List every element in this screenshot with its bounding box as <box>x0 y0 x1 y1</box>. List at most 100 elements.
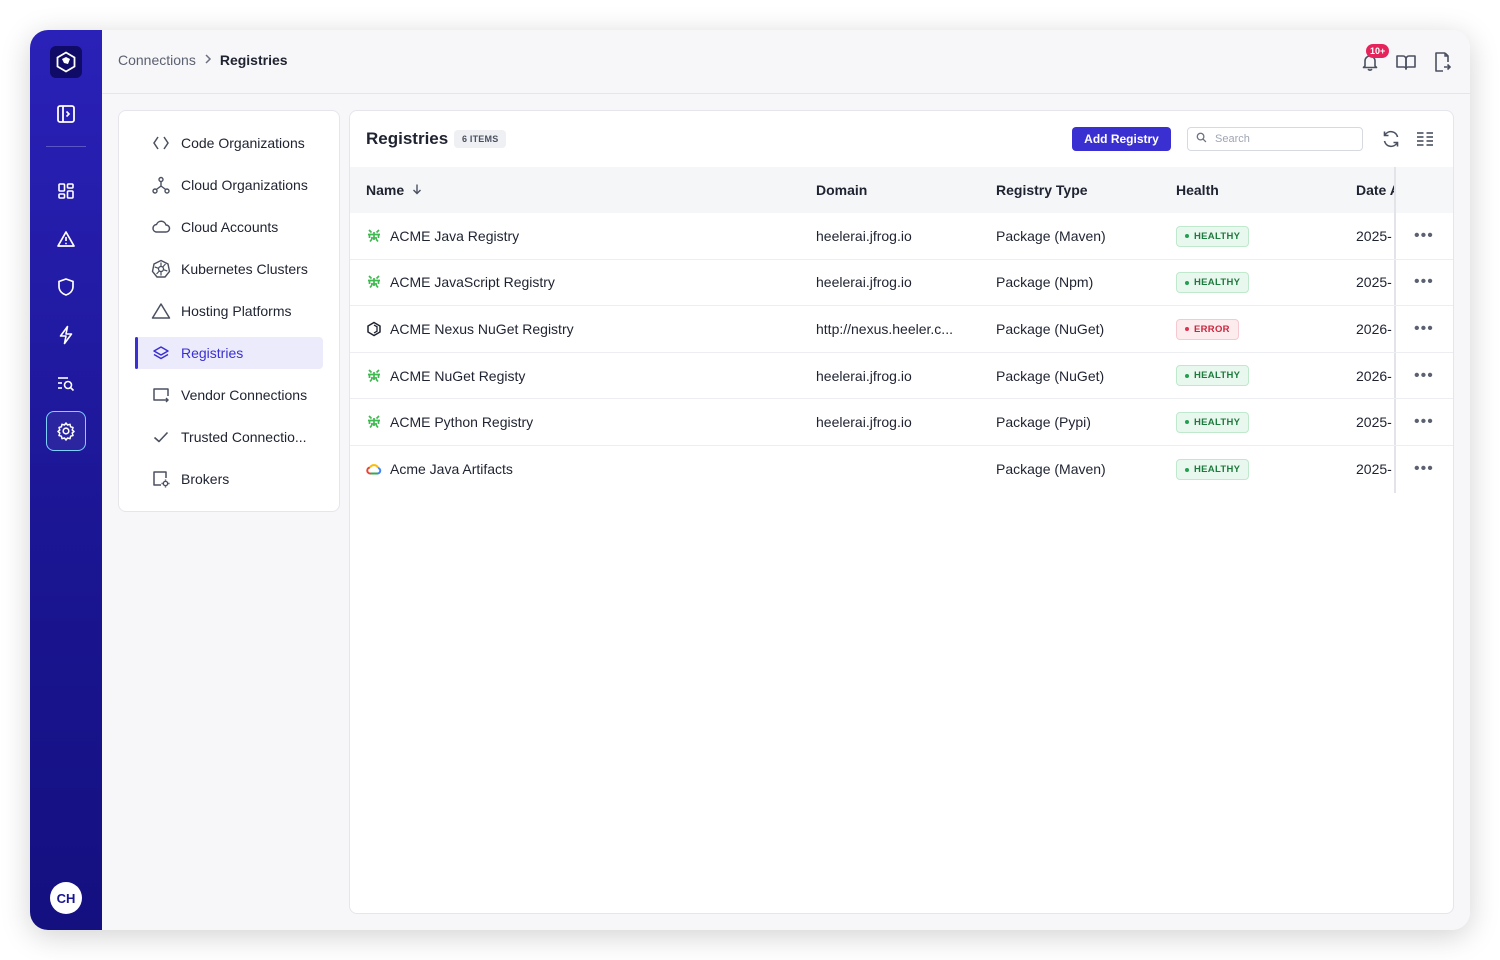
sticky-actions-cell <box>1394 445 1453 493</box>
status-badge: HEALTHY <box>1176 459 1250 481</box>
column-header-date[interactable]: Date A <box>1356 182 1396 198</box>
column-header-label: Name <box>366 182 405 198</box>
health-cell: HEALTHY <box>1176 225 1250 247</box>
jfrog-icon <box>366 274 382 290</box>
registry-name-cell: Acme Java Artifacts <box>366 461 513 477</box>
sidebar-toggle-icon[interactable] <box>48 96 84 132</box>
breadcrumb-current: Registries <box>219 52 288 68</box>
app-logo-icon[interactable] <box>50 46 82 78</box>
sort-arrow-down-icon[interactable] <box>412 182 422 198</box>
status-badge-label: HEALTHY <box>1194 370 1241 382</box>
sticky-actions-cell <box>1394 399 1453 445</box>
top-header: Connections Registries 10+ <box>102 30 1470 94</box>
column-header-name[interactable]: Name <box>366 182 422 198</box>
subnav-item-registries[interactable]: Registries <box>135 337 323 369</box>
subnav-item-vendor-connections[interactable]: Vendor Connections <box>135 379 323 411</box>
jfrog-icon <box>366 228 382 244</box>
row-more-icon[interactable]: ••• <box>1414 366 1434 384</box>
row-more-icon[interactable]: ••• <box>1414 226 1434 244</box>
registry-domain: http://nexus.heeler.c... <box>816 320 953 337</box>
bolt-icon[interactable] <box>48 317 84 353</box>
subnav-item-label: Hosting Platforms <box>181 303 292 319</box>
search-input[interactable] <box>1215 133 1355 145</box>
status-badge-label: HEALTHY <box>1194 277 1241 289</box>
subnav-item-cloud-accounts[interactable]: Cloud Accounts <box>135 211 323 243</box>
docs-book-icon[interactable] <box>1392 48 1420 76</box>
registry-name-cell: ACME Java Registry <box>366 228 519 244</box>
subnav-item-label: Cloud Organizations <box>181 177 308 193</box>
table-row[interactable]: Acme Java Artifacts Package (Maven) HEAL… <box>350 445 1453 493</box>
subnav-item-code-organizations[interactable]: Code Organizations <box>135 127 323 159</box>
registry-type: Package (Maven) <box>996 227 1106 244</box>
subnav-item-cloud-organizations[interactable]: Cloud Organizations <box>135 169 323 201</box>
registry-type: Package (NuGet) <box>996 367 1105 384</box>
sticky-actions-cell <box>1394 306 1453 352</box>
registry-type: Package (Npm) <box>996 274 1094 291</box>
sticky-actions-cell <box>1394 259 1453 306</box>
registries-table: Name Domain Registry Type Health Date A <box>350 167 1453 493</box>
health-cell: HEALTHY <box>1176 459 1250 481</box>
row-more-icon[interactable]: ••• <box>1414 319 1434 337</box>
row-more-icon[interactable]: ••• <box>1414 413 1434 431</box>
settings-gear-icon[interactable] <box>46 411 86 451</box>
row-more-icon[interactable]: ••• <box>1414 460 1434 478</box>
subnav-item-kubernetes-clusters[interactable]: Kubernetes Clusters <box>135 253 323 285</box>
refresh-icon[interactable] <box>1379 127 1403 151</box>
registries-panel: Registries 6 ITEMS Add Registry <box>349 110 1454 914</box>
shield-icon[interactable] <box>48 269 84 305</box>
subnav-item-brokers[interactable]: Brokers <box>135 463 323 495</box>
cloud-icon <box>151 217 171 237</box>
layers-icon <box>151 343 171 363</box>
panel-header: Registries 6 ITEMS Add Registry <box>350 111 1453 167</box>
table-row[interactable]: ACME NuGet Registy heelerai.jfrog.io Pac… <box>350 352 1453 400</box>
notification-count-badge: 10+ <box>1366 44 1390 58</box>
column-header-registry-type[interactable]: Registry Type <box>996 182 1088 198</box>
table-row[interactable]: ACME Python Registry heelerai.jfrog.io P… <box>350 399 1453 446</box>
export-document-icon[interactable] <box>1428 48 1456 76</box>
sticky-actions-cell <box>1394 213 1453 259</box>
table-row[interactable]: ACME Java Registry heelerai.jfrog.io Pac… <box>350 213 1453 260</box>
registry-domain: heelerai.jfrog.io <box>816 414 912 431</box>
dashboard-icon[interactable] <box>48 173 84 209</box>
status-badge: HEALTHY <box>1176 411 1250 433</box>
search-box[interactable] <box>1187 127 1363 151</box>
table-row[interactable]: ACME JavaScript Registry heelerai.jfrog.… <box>350 259 1453 307</box>
user-avatar[interactable]: CH <box>50 882 82 914</box>
registry-domain: heelerai.jfrog.io <box>816 274 912 291</box>
registry-name: ACME NuGet Registy <box>390 367 526 384</box>
add-registry-button[interactable]: Add Registry <box>1072 127 1171 151</box>
health-cell: HEALTHY <box>1176 272 1250 294</box>
row-more-icon[interactable]: ••• <box>1414 273 1434 291</box>
health-cell: ERROR <box>1176 318 1239 340</box>
table-header: Name Domain Registry Type Health Date A <box>350 167 1453 213</box>
subnav-item-hosting-platforms[interactable]: Hosting Platforms <box>135 295 323 327</box>
column-header-health[interactable]: Health <box>1176 182 1219 198</box>
nexus-hexagon-icon <box>366 321 382 337</box>
sticky-actions-cell <box>1394 352 1453 399</box>
subnav-item-label: Brokers <box>181 471 230 487</box>
status-badge: HEALTHY <box>1176 272 1250 294</box>
app-window: CH Connections Registries 10+ <box>30 30 1470 930</box>
registry-date: 2026- <box>1356 367 1392 384</box>
search-list-icon[interactable] <box>48 365 84 401</box>
breadcrumb-connections-link[interactable]: Connections <box>118 52 196 68</box>
registry-domain: heelerai.jfrog.io <box>816 227 912 244</box>
column-settings-icon[interactable] <box>1413 127 1437 151</box>
notifications-bell-icon[interactable]: 10+ <box>1356 44 1390 76</box>
registry-date: 2025- <box>1356 274 1392 291</box>
triangle-icon <box>151 301 171 321</box>
registry-date: 2025- <box>1356 461 1392 478</box>
status-badge-label: ERROR <box>1194 323 1230 335</box>
subnav-item-trusted-connections[interactable]: Trusted Connectio... <box>135 421 323 453</box>
registry-name-cell: ACME Nexus NuGet Registry <box>366 321 574 337</box>
subnav-item-label: Vendor Connections <box>181 387 308 403</box>
jfrog-icon <box>366 368 382 384</box>
table-row[interactable]: ACME Nexus NuGet Registry http://nexus.h… <box>350 306 1453 353</box>
column-header-domain[interactable]: Domain <box>816 182 868 198</box>
status-badge: ERROR <box>1176 318 1239 340</box>
subnav-item-label: Registries <box>181 345 244 361</box>
alert-triangle-icon[interactable] <box>48 221 84 257</box>
rail-divider <box>46 146 86 147</box>
registry-name: ACME JavaScript Registry <box>390 274 555 291</box>
network-nodes-icon <box>151 175 171 195</box>
